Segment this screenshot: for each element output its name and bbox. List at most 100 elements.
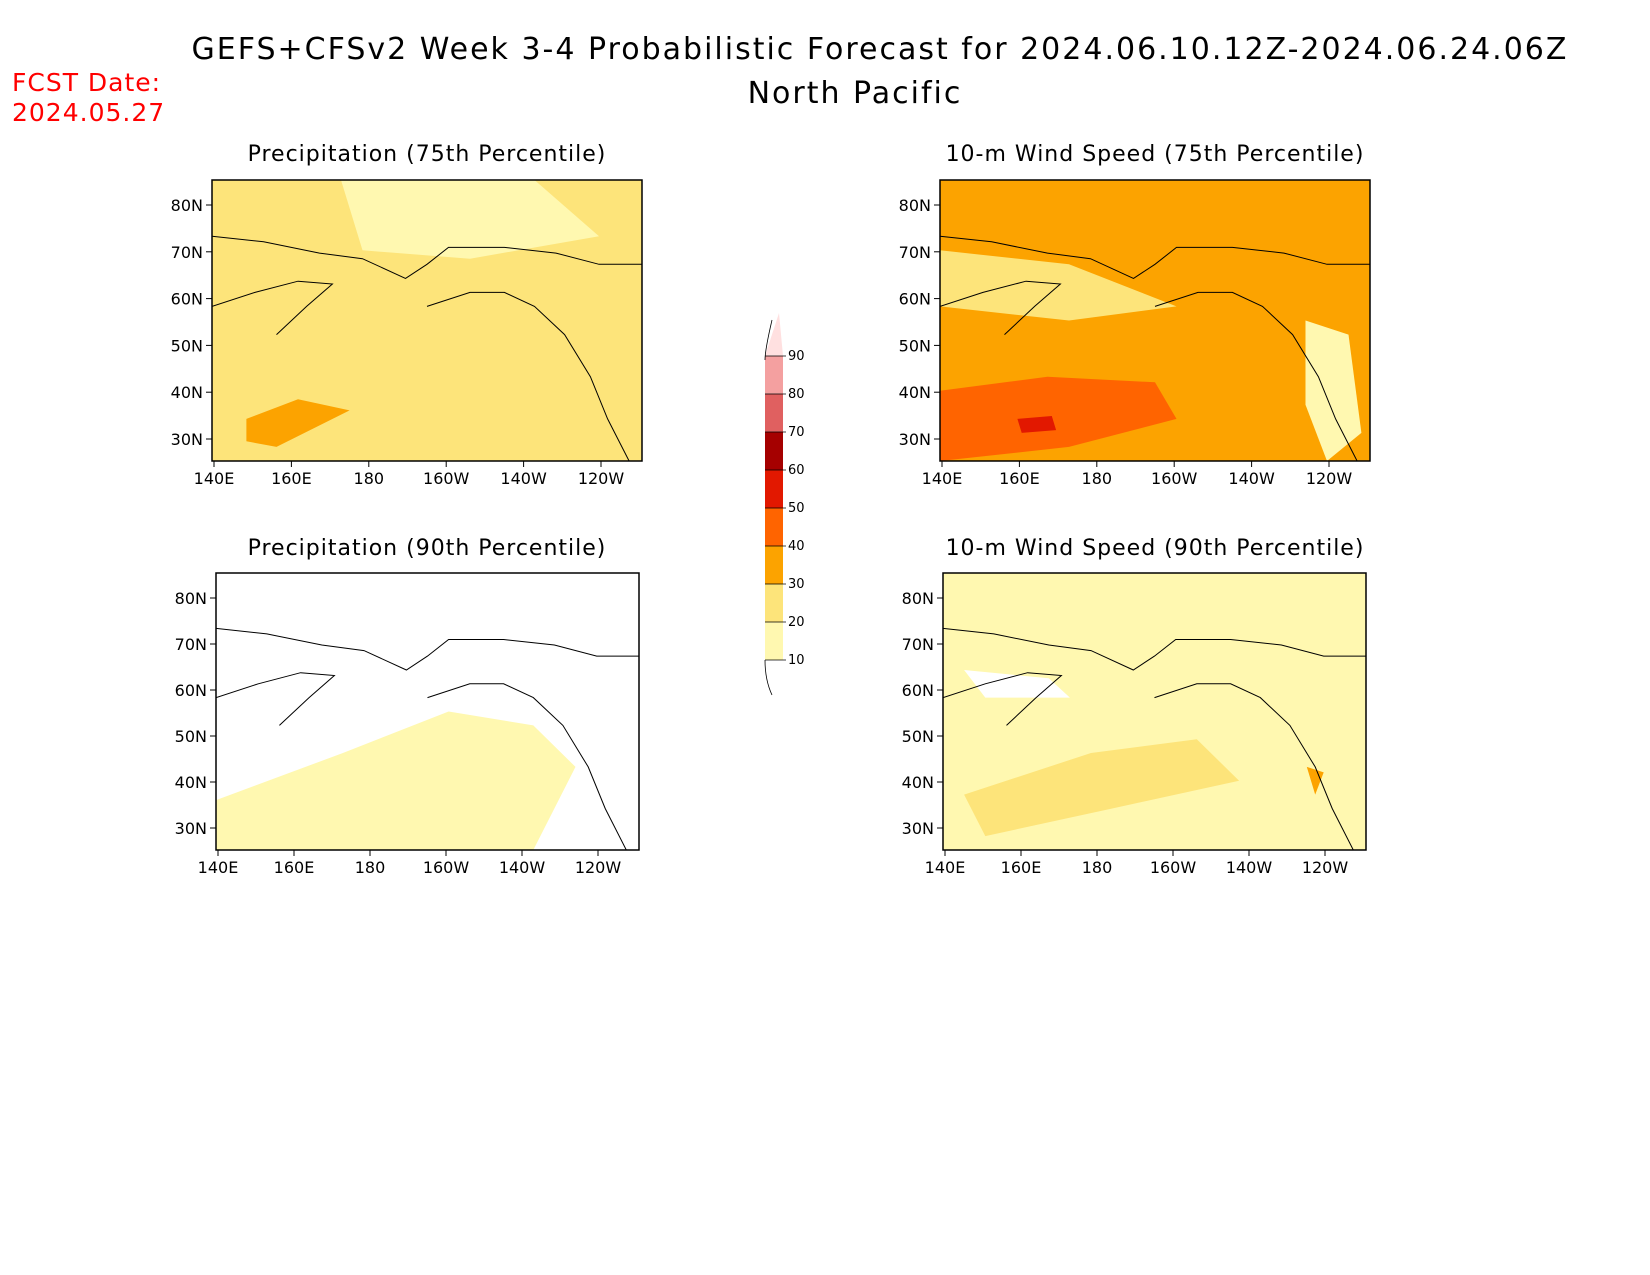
colorbar-swatch — [765, 508, 783, 546]
main-title: GEFS+CFSv2 Week 3-4 Probabilistic Foreca… — [191, 32, 1569, 67]
lat-tick-label: 60N — [899, 290, 931, 309]
map-panel-precip75: 80N 70N 60N 50N 40N 30N 140E 160E 180 160W 140W 120… — [171, 179, 643, 488]
colorbar-label: 20 — [788, 615, 805, 630]
region-subtitle: North Pacific — [747, 76, 963, 111]
lat-tick-label: 70N — [175, 635, 207, 654]
lon-tick-label: 160E — [1001, 858, 1042, 877]
coastline — [216, 672, 336, 726]
lat-tick-label: 50N — [899, 336, 931, 355]
colorbar-label: 40 — [788, 539, 805, 554]
colorbar-swatch — [765, 313, 783, 356]
colorbar-label: 10 — [788, 653, 805, 668]
lon-tick-label: 160E — [999, 469, 1040, 488]
map-frame — [939, 179, 1371, 462]
forecast-date-label: FCST Date: — [12, 68, 162, 97]
map-panel-wind75: 80N 70N 60N 50N 40N 30N 140E 160E 180 160W 140W 120… — [899, 179, 1371, 488]
probability-field — [1306, 766, 1324, 795]
lon-tick-label: 160W — [423, 858, 470, 877]
lat-tick-label: 60N — [175, 681, 207, 700]
lat-tick-label: 70N — [902, 635, 934, 654]
colorbar-swatch — [765, 356, 783, 394]
lat-tick-label: 60N — [171, 290, 203, 309]
lon-tick-label: 160E — [274, 858, 315, 877]
colorbar-swatch — [765, 432, 783, 470]
colorbar-label: 60 — [788, 463, 805, 478]
lat-tick-label: 30N — [899, 430, 931, 449]
lat-tick-label: 30N — [902, 819, 934, 838]
lat-tick-label: 70N — [171, 243, 203, 262]
lat-tick-label: 50N — [171, 336, 203, 355]
lon-tick-label: 160W — [1150, 858, 1197, 877]
lon-tick-label: 160W — [423, 469, 470, 488]
lat-tick-label: 80N — [899, 196, 931, 215]
coastline — [940, 235, 1370, 279]
colorbar-swatch — [765, 622, 783, 660]
lat-tick-label: 80N — [902, 589, 934, 608]
lat-tick-label: 30N — [171, 430, 203, 449]
colorbar-label: 70 — [788, 425, 805, 440]
colorbar-label: 50 — [788, 501, 805, 516]
lon-tick-label: 140E — [925, 858, 966, 877]
coastline — [426, 291, 630, 461]
coastline — [1154, 683, 1354, 850]
lat-tick-label: 40N — [902, 773, 934, 792]
colorbar-label: 90 — [788, 349, 805, 364]
coastline — [943, 672, 1063, 726]
coastline — [216, 627, 639, 671]
panel-title-wind75: 10-m Wind Speed (75th Percentile) — [945, 142, 1365, 167]
coastline — [212, 235, 642, 279]
lat-tick-label: 40N — [899, 383, 931, 402]
coastline — [427, 683, 627, 850]
lat-tick-label: 30N — [175, 819, 207, 838]
lon-tick-label: 180 — [355, 858, 386, 877]
lon-tick-label: 120W — [575, 858, 622, 877]
lat-tick-label: 70N — [899, 243, 931, 262]
lat-tick-label: 80N — [175, 589, 207, 608]
panel-title-wind90: 10-m Wind Speed (90th Percentile) — [945, 536, 1365, 561]
coastline — [943, 627, 1366, 671]
lat-tick-label: 50N — [902, 727, 934, 746]
lon-tick-label: 160W — [1151, 469, 1198, 488]
map-frame — [942, 572, 1367, 851]
lon-tick-label: 180 — [1082, 469, 1113, 488]
lat-tick-label: 60N — [902, 681, 934, 700]
lat-tick-label: 50N — [175, 727, 207, 746]
coastline — [212, 280, 334, 335]
lat-tick-label: 80N — [171, 196, 203, 215]
forecast-date-value: 2024.05.27 — [12, 98, 166, 127]
lon-tick-label: 180 — [354, 469, 385, 488]
lon-tick-label: 120W — [578, 469, 625, 488]
map-panel-wind90: 80N 70N 60N 50N 40N 30N 140E 160E 180 160W 140W 120… — [902, 572, 1367, 877]
map-frame — [211, 179, 643, 462]
probability-field — [216, 711, 576, 850]
probability-field — [246, 399, 350, 447]
lon-tick-label: 180 — [1082, 858, 1113, 877]
colorbar-swatch — [765, 470, 783, 508]
colorbar-label: 30 — [788, 577, 805, 592]
probability-field — [1017, 416, 1057, 433]
lon-tick-label: 140W — [499, 858, 546, 877]
lon-tick-label: 140E — [194, 469, 235, 488]
panel-title-precip90: Precipitation (90th Percentile) — [247, 536, 607, 561]
colorbar-swatch — [765, 546, 783, 584]
probability-field — [964, 739, 1240, 837]
probability-field — [940, 376, 1177, 461]
lat-tick-label: 40N — [175, 773, 207, 792]
probability-field — [341, 180, 599, 259]
colorbar-swatch — [765, 394, 783, 432]
lon-tick-label: 120W — [1306, 469, 1353, 488]
lon-tick-label: 140W — [500, 469, 547, 488]
lat-tick-label: 40N — [171, 383, 203, 402]
colorbar-swatch — [765, 584, 783, 622]
probability-field — [1305, 320, 1362, 461]
colorbar: 10 20 30 40 50 60 70 80 90 — [764, 313, 805, 696]
lon-tick-label: 140E — [922, 469, 963, 488]
lon-tick-label: 140W — [1226, 858, 1273, 877]
lon-tick-label: 120W — [1302, 858, 1349, 877]
coastline — [940, 280, 1062, 335]
colorbar-label: 80 — [788, 387, 805, 402]
map-frame — [215, 572, 640, 851]
lon-tick-label: 160E — [271, 469, 312, 488]
lon-tick-label: 140E — [198, 858, 239, 877]
